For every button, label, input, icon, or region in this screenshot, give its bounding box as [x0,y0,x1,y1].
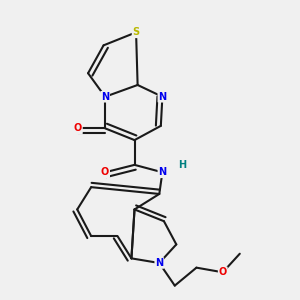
Text: N: N [101,92,109,102]
Text: H: H [178,160,187,170]
Text: O: O [219,267,227,277]
Text: O: O [101,167,109,177]
Text: S: S [133,27,140,37]
Text: N: N [155,258,164,268]
Text: N: N [158,167,166,177]
Text: N: N [158,92,166,102]
Text: O: O [74,123,82,133]
